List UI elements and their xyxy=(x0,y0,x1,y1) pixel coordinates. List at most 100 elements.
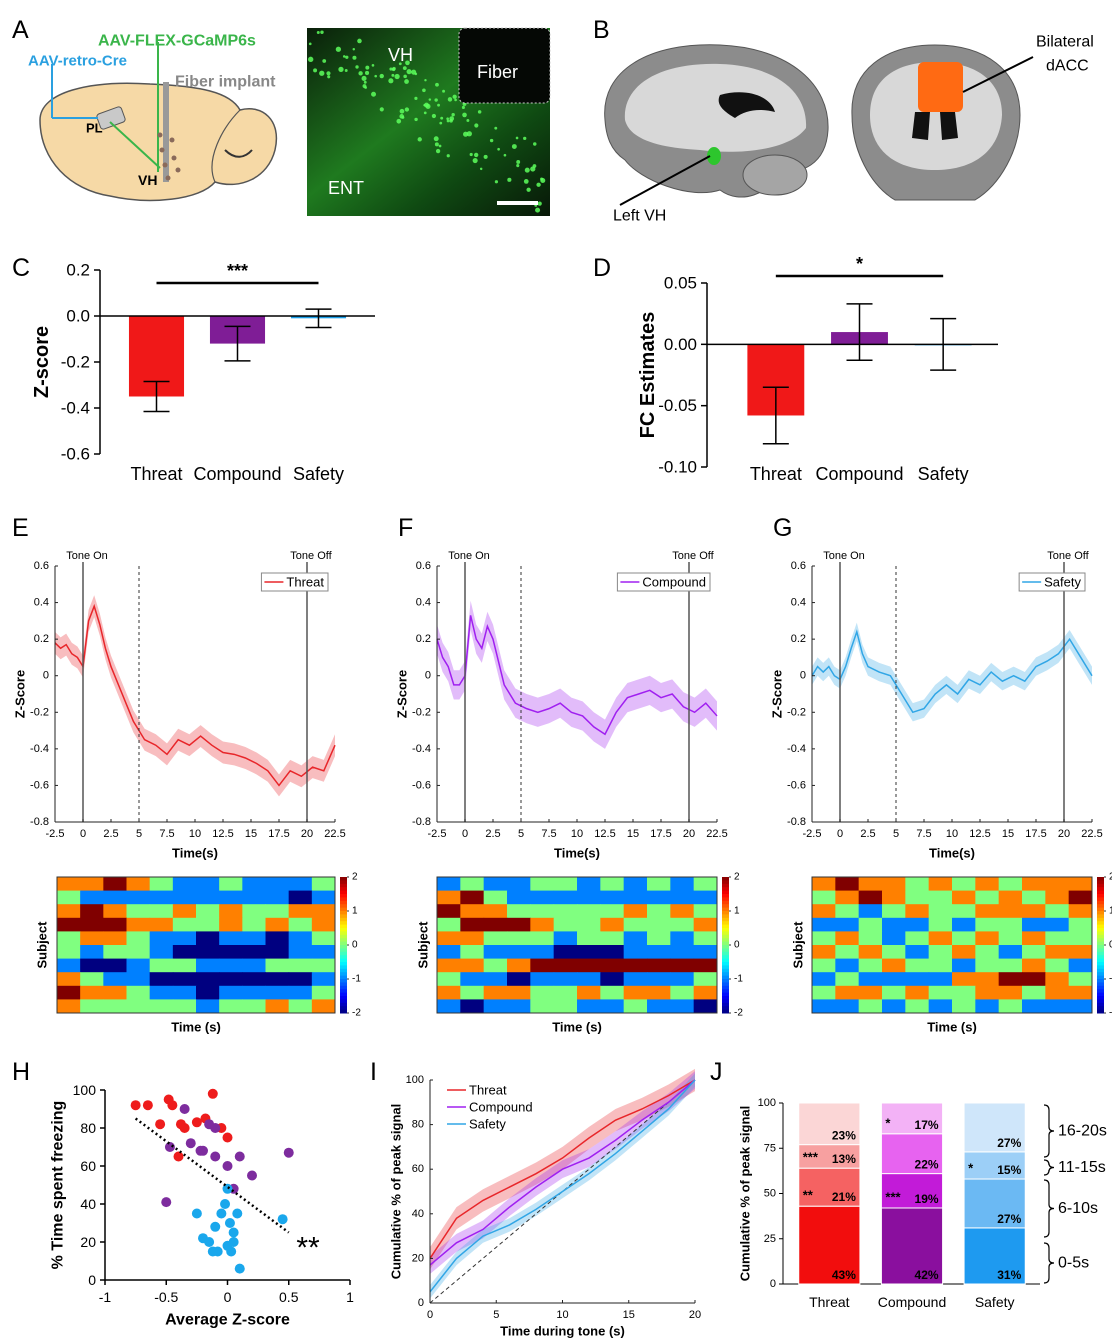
heat-cell xyxy=(882,972,906,987)
cell xyxy=(438,144,442,148)
image-label: Fiber xyxy=(477,62,518,82)
heat-cell xyxy=(460,958,485,973)
cell xyxy=(402,66,407,71)
y-axis-label: Subject xyxy=(791,921,806,969)
heat-cell xyxy=(80,985,104,1000)
y-tick-label: 0 xyxy=(770,1278,776,1290)
value-label: 13% xyxy=(832,1152,856,1166)
x-tick-label: Threat xyxy=(750,464,802,484)
colorbar-slice xyxy=(340,921,347,926)
heat-cell xyxy=(437,958,461,973)
heat-cell xyxy=(905,999,930,1014)
colorbar-slice xyxy=(1097,965,1104,970)
heat-cell xyxy=(437,890,461,905)
cell xyxy=(439,121,443,125)
heat-cell xyxy=(835,877,860,892)
error-band xyxy=(430,1071,695,1275)
colorbar-slice xyxy=(340,904,347,909)
x-tick-label: 17.5 xyxy=(268,828,289,840)
value-label: 23% xyxy=(832,1129,856,1143)
heat-cell xyxy=(149,972,174,987)
heat-cell xyxy=(812,958,836,973)
series-line xyxy=(429,1079,696,1266)
x-tick-label: 7.5 xyxy=(159,828,174,840)
heat-cell xyxy=(288,904,313,919)
heatmap-frame xyxy=(436,876,718,1014)
heat-cell xyxy=(998,999,1023,1014)
cell xyxy=(473,152,479,158)
legend: Safety xyxy=(1018,572,1086,592)
colorbar-slice xyxy=(1097,948,1104,953)
heat-cell xyxy=(1068,945,1093,960)
y-tick-label: 0.4 xyxy=(791,597,806,609)
x-tick-label: 22.5 xyxy=(706,828,727,840)
heat-cell xyxy=(57,890,81,905)
y-axis-label: Cumulative % of peak signal xyxy=(389,1104,404,1280)
colorbar-slice xyxy=(1097,880,1104,885)
heat-cell xyxy=(483,904,508,919)
heat-cell xyxy=(623,917,648,932)
heat-cell xyxy=(126,917,151,932)
heat-cell xyxy=(882,917,906,932)
bar-segment xyxy=(798,1167,861,1207)
heat-cell xyxy=(905,931,930,946)
cell xyxy=(454,98,457,102)
heat-cell xyxy=(483,958,508,973)
heat-cell xyxy=(507,890,531,905)
heat-cell xyxy=(600,945,625,960)
heat-cell xyxy=(905,958,930,973)
panel-letter: G xyxy=(773,514,792,542)
heat-cell xyxy=(507,999,531,1014)
heat-cell xyxy=(288,958,313,973)
heat-cell xyxy=(905,945,930,960)
legend: Threat xyxy=(260,572,329,592)
heat-cell xyxy=(577,999,601,1014)
colorbar-slice xyxy=(1097,877,1104,881)
x-tick-label: 15 xyxy=(627,828,639,840)
x-tick-label: -0.5 xyxy=(154,1289,178,1305)
y-axis-label: Z-score xyxy=(31,326,53,398)
x-tick-label: 10 xyxy=(189,828,201,840)
heat-cell xyxy=(905,877,930,892)
heat-cell xyxy=(219,972,243,987)
heat-cell xyxy=(812,931,836,946)
heat-cell xyxy=(460,890,485,905)
y-tick-label: 0.2 xyxy=(66,261,90,280)
heat-cell xyxy=(553,890,578,905)
colorbar-slice xyxy=(340,887,347,892)
heat-cell xyxy=(437,972,461,987)
heat-cell xyxy=(882,931,906,946)
heat-cell xyxy=(530,904,555,919)
heat-cell xyxy=(647,945,671,960)
colorbar-slice xyxy=(1097,928,1104,932)
heat-cell xyxy=(460,945,485,960)
heat-cell xyxy=(835,945,860,960)
heat-cell xyxy=(80,890,104,905)
heat-cell xyxy=(288,931,313,946)
colorbar-slice xyxy=(1097,979,1104,983)
heat-cell xyxy=(311,917,336,932)
heat-cell xyxy=(483,917,508,932)
cell xyxy=(355,65,359,69)
heat-cell xyxy=(437,917,461,932)
cell xyxy=(537,201,542,206)
heat-cell xyxy=(998,917,1023,932)
heat-cell xyxy=(126,999,151,1014)
heat-cell xyxy=(1022,890,1046,905)
heat-cell xyxy=(1045,999,1070,1014)
cell xyxy=(474,123,479,128)
heat-cell xyxy=(196,985,220,1000)
y-tick-label: 0.2 xyxy=(34,633,49,645)
heat-cell xyxy=(196,931,220,946)
x-tick-label: -2.5 xyxy=(803,828,822,840)
heat-cell xyxy=(483,972,508,987)
heat-cell xyxy=(242,890,266,905)
cell xyxy=(507,177,512,182)
heat-cell xyxy=(196,958,220,973)
brace xyxy=(1043,1179,1055,1238)
heat-cell xyxy=(670,985,695,1000)
heat-cell xyxy=(835,917,860,932)
heat-cell xyxy=(149,931,174,946)
colorbar-tick-label: 2 xyxy=(1109,872,1112,883)
heat-cell xyxy=(1068,985,1093,1000)
